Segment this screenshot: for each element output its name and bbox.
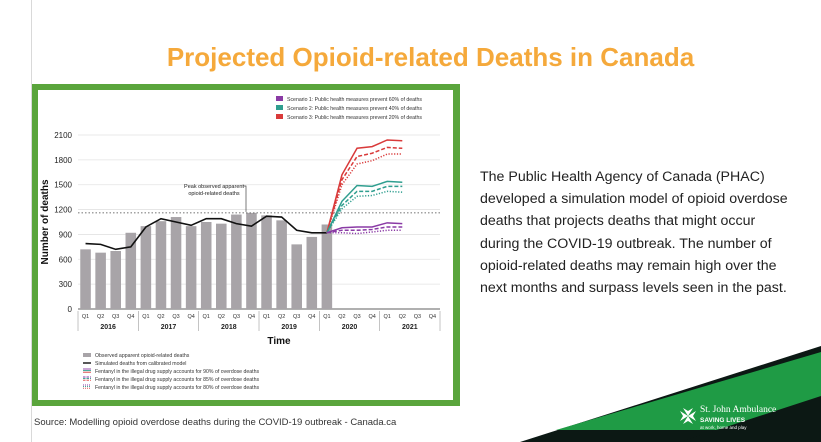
scenario-line-f90 bbox=[326, 180, 403, 234]
x-tick-label: Q2 bbox=[278, 314, 285, 320]
observed-bar bbox=[276, 220, 287, 309]
x-tick-label: Q1 bbox=[263, 314, 270, 320]
scenario-line-f90 bbox=[326, 222, 403, 234]
legend-label: Observed apparent opioid-related deaths bbox=[95, 353, 190, 359]
observed-bar bbox=[80, 249, 91, 309]
scenario-legend-swatch bbox=[276, 105, 283, 110]
year-label: 2018 bbox=[221, 324, 237, 331]
scenario-legend-swatch bbox=[276, 114, 283, 119]
simulated-line bbox=[85, 215, 327, 251]
x-tick-label: Q4 bbox=[429, 314, 436, 320]
y-tick-label: 300 bbox=[59, 280, 73, 289]
x-tick-label: Q2 bbox=[97, 314, 104, 320]
y-tick-label: 1200 bbox=[54, 206, 72, 215]
legend-label: Fentanyl in the illegal drug supply acco… bbox=[95, 377, 259, 383]
observed-bar bbox=[291, 244, 302, 309]
y-tick-label: 600 bbox=[59, 255, 73, 264]
peak-label-leader bbox=[243, 185, 247, 212]
year-label: 2019 bbox=[281, 324, 297, 331]
logo-tagline: SAVING LIVES bbox=[700, 417, 746, 424]
observed-bar bbox=[140, 226, 152, 309]
x-tick-label: Q4 bbox=[127, 314, 134, 320]
observed-bar bbox=[125, 232, 137, 309]
legend-label: Simulated deaths from calibrated model bbox=[95, 361, 186, 367]
x-tick-label: Q3 bbox=[172, 314, 179, 320]
logo-subtagline: at work, home and play bbox=[700, 425, 747, 430]
observed-bar bbox=[321, 224, 333, 309]
scenario-line-f90 bbox=[326, 139, 403, 233]
x-tick-label: Q3 bbox=[112, 314, 119, 320]
observed-bar bbox=[261, 215, 272, 309]
observed-bar bbox=[185, 226, 197, 309]
x-tick-label: Q3 bbox=[414, 314, 421, 320]
x-tick-label: Q4 bbox=[187, 314, 194, 320]
x-axis-label: Time bbox=[267, 336, 291, 347]
x-tick-label: Q2 bbox=[218, 314, 225, 320]
x-tick-label: Q4 bbox=[368, 314, 375, 320]
observed-bar bbox=[231, 214, 242, 309]
x-tick-label: Q1 bbox=[323, 314, 330, 320]
logo-name: St. John Ambulance bbox=[700, 405, 777, 415]
year-label: 2016 bbox=[100, 324, 116, 331]
y-axis-label: Number of deaths bbox=[40, 179, 51, 264]
chart-panel: 0 300 600 900 1200 1500 1800 2100 Number of deat… bbox=[38, 90, 453, 400]
y-tick-label: 0 bbox=[68, 305, 73, 314]
x-tick-label: Q1 bbox=[203, 314, 210, 320]
observed-bar bbox=[95, 252, 106, 309]
y-tick-label: 900 bbox=[59, 230, 73, 239]
phac-description: The Public Health Agency of Canada (PHAC… bbox=[480, 169, 788, 297]
opioid-deaths-chart: 0 300 600 900 1200 1500 1800 2100 Number of deat… bbox=[40, 96, 441, 391]
y-tick-label: 2100 bbox=[54, 131, 72, 140]
scenario-line-f85 bbox=[326, 226, 403, 234]
scenario-legend-label: Scenario 3: Public health measures preve… bbox=[287, 115, 422, 121]
observed-bar bbox=[170, 217, 182, 309]
x-tick-label: Q1 bbox=[82, 314, 89, 320]
x-tick-label: Q2 bbox=[399, 314, 406, 320]
x-tick-label: Q2 bbox=[157, 314, 164, 320]
year-label: 2017 bbox=[161, 324, 177, 331]
scenario-legend-swatch bbox=[276, 96, 283, 101]
slide-left-rule bbox=[31, 0, 32, 442]
legend-label: Fentanyl in the illegal drug supply acco… bbox=[95, 369, 259, 375]
observed-bar bbox=[155, 221, 167, 309]
x-tick-label: Q4 bbox=[308, 314, 315, 320]
peak-label-line1: Peak observed apparent bbox=[184, 184, 244, 190]
chart-frame: 0 300 600 900 1200 1500 1800 2100 Number of deat… bbox=[32, 84, 460, 406]
y-tick-label: 1500 bbox=[54, 181, 72, 190]
maltese-cross-icon bbox=[680, 408, 696, 424]
x-tick-label: Q4 bbox=[248, 314, 255, 320]
year-label: 2021 bbox=[402, 324, 418, 331]
scenario-line-f85 bbox=[326, 146, 403, 233]
observed-bar bbox=[216, 223, 227, 309]
st-john-ambulance-logo: St. John Ambulance SAVING LIVES at work,… bbox=[675, 402, 821, 436]
y-tick-label: 1800 bbox=[54, 156, 72, 165]
x-tick-label: Q3 bbox=[353, 314, 360, 320]
x-tick-label: Q2 bbox=[338, 314, 345, 320]
scenario-legend-label: Scenario 1: Public health measures preve… bbox=[287, 97, 422, 103]
source-citation: Source: Modelling opioid overdose deaths… bbox=[34, 417, 397, 428]
x-tick-label: Q3 bbox=[233, 314, 240, 320]
x-tick-label: Q1 bbox=[384, 314, 391, 320]
legend-label: Fentanyl in the illegal drug supply acco… bbox=[95, 385, 259, 391]
peak-label-line2: opioid-related deaths bbox=[188, 191, 240, 197]
legend-swatch-observed bbox=[83, 353, 91, 357]
slide-title: Projected Opioid-related Deaths in Canad… bbox=[166, 42, 695, 72]
observed-bar bbox=[110, 251, 121, 309]
observed-bar bbox=[246, 212, 257, 309]
x-tick-label: Q1 bbox=[142, 314, 149, 320]
year-label: 2020 bbox=[342, 324, 358, 331]
x-tick-label: Q3 bbox=[293, 314, 300, 320]
observed-bar bbox=[200, 222, 212, 309]
scenario-line-f85 bbox=[326, 185, 403, 234]
scenario-legend-label: Scenario 2: Public health measures preve… bbox=[287, 106, 422, 112]
observed-bar bbox=[306, 236, 318, 309]
